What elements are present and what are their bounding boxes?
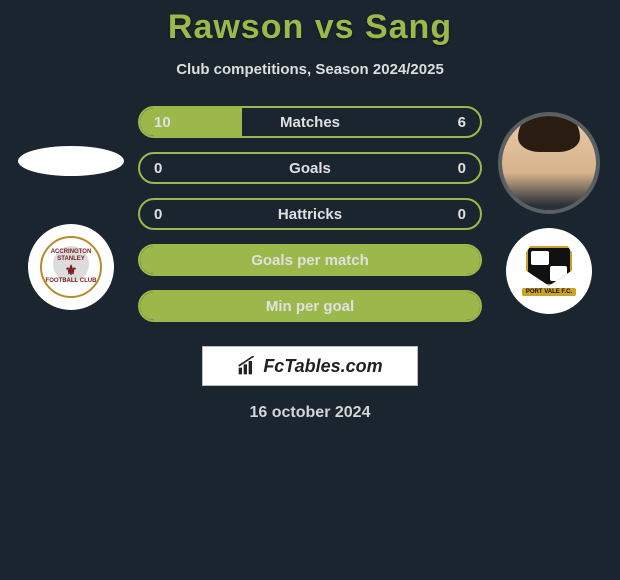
chart-icon	[237, 356, 257, 376]
stat-bar: Min per goal	[138, 290, 482, 322]
date-text: 16 october 2024	[250, 404, 371, 422]
page-subtitle: Club competitions, Season 2024/2025	[0, 61, 620, 78]
left-player-column: ACCRINGTON STANLEY ⚜ FOOTBALL CLUB	[16, 104, 126, 310]
comparison-row: ACCRINGTON STANLEY ⚜ FOOTBALL CLUB 10 Ma…	[0, 104, 620, 322]
footer: FcTables.com 16 october 2024	[0, 346, 620, 422]
stat-left-value: 10	[154, 114, 171, 131]
stat-bar: Goals per match	[138, 244, 482, 276]
stat-label: Goals	[289, 160, 331, 177]
comparison-infographic: Rawson vs Sang Club competitions, Season…	[0, 0, 620, 422]
stat-left-value: 0	[154, 160, 162, 177]
brand-badge: FcTables.com	[202, 346, 418, 386]
stat-right-value: 0	[458, 160, 466, 177]
right-player-portrait	[498, 112, 600, 214]
stat-label: Matches	[280, 114, 340, 131]
stat-label: Min per goal	[266, 298, 354, 315]
right-club-crest: PORT VALE F.C.	[506, 228, 592, 314]
stat-right-value: 6	[458, 114, 466, 131]
shield-icon	[526, 246, 572, 286]
left-player-portrait	[18, 146, 124, 176]
crest-emblem-icon: ⚜	[65, 263, 78, 278]
stat-bar: 0 Goals 0	[138, 152, 482, 184]
stat-bars: 10 Matches 6 0 Goals 0 0 Hattricks 0	[138, 104, 482, 322]
crest-text-top: ACCRINGTON STANLEY	[42, 249, 100, 262]
stat-label: Hattricks	[278, 206, 342, 223]
face-icon	[502, 116, 596, 210]
stat-bar: 0 Hattricks 0	[138, 198, 482, 230]
crest-inner: ACCRINGTON STANLEY ⚜ FOOTBALL CLUB	[40, 236, 102, 298]
crest-text: PORT VALE F.C.	[522, 288, 576, 297]
stat-label: Goals per match	[251, 252, 369, 269]
right-player-column: PORT VALE F.C.	[494, 104, 604, 314]
left-club-crest: ACCRINGTON STANLEY ⚜ FOOTBALL CLUB	[28, 224, 114, 310]
crest-text-bottom: FOOTBALL CLUB	[46, 278, 97, 285]
stat-right-value: 0	[458, 206, 466, 223]
brand-text: FcTables.com	[263, 356, 382, 377]
stat-bar: 10 Matches 6	[138, 106, 482, 138]
stat-left-value: 0	[154, 206, 162, 223]
page-title: Rawson vs Sang	[0, 8, 620, 47]
